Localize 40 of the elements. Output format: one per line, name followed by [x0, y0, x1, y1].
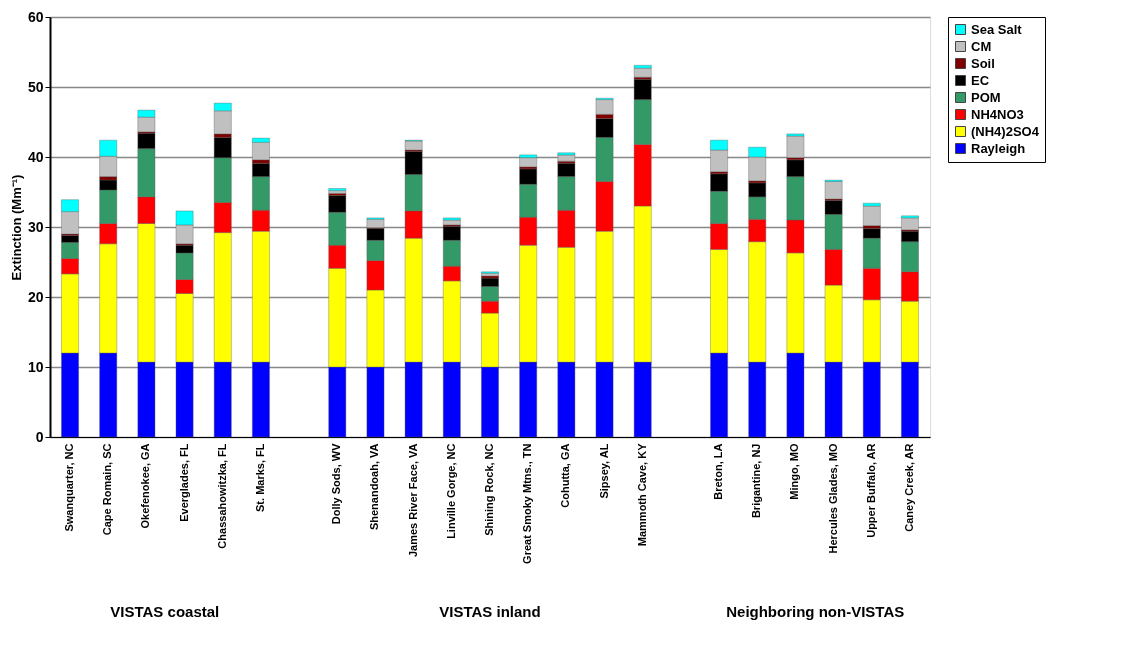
x-tick-label: Linville Gorge, NC	[444, 443, 457, 539]
x-tick-label: Upper Buffalo, AR	[864, 443, 877, 538]
y-tick-label: 60	[27, 8, 44, 25]
legend-label: (NH4)2SO4	[971, 123, 1040, 139]
legend-label: EC	[971, 72, 990, 88]
x-tick-label: Everglades, FL	[177, 443, 190, 522]
x-tick-label: Shenandoah, VA	[368, 443, 381, 531]
x-tick-label: Mammoth Cave, KY	[635, 442, 648, 547]
y-tick-label: 40	[27, 148, 44, 165]
x-tick-label: Sipsey, AL	[597, 443, 610, 499]
x-tick-label: Okefenokee, GA	[139, 443, 152, 529]
x-tick-label: Breton, LA	[712, 443, 725, 500]
x-tick-label: Great Smoky Mtns., TN	[521, 443, 534, 564]
y-tick-label: 10	[27, 358, 44, 375]
x-tick-label: Cape Romain, SC	[101, 443, 114, 536]
text: Neighboring non-VISTAS	[726, 603, 905, 620]
x-tick-label: Brigantine, NJ	[750, 443, 763, 519]
x-tick-label: Cohutta, GA	[559, 443, 572, 508]
y-tick-label: 50	[27, 78, 44, 95]
legend-label: NH4NO3	[971, 106, 1024, 122]
legend-label: CM	[971, 38, 992, 54]
x-tick-label: St. Marks, FL	[253, 443, 266, 512]
legend-label: POM	[971, 89, 1001, 105]
x-tick-label: Dolly Sods, WV	[330, 442, 343, 525]
x-tick-label: Hercules Glades, MO	[826, 443, 839, 554]
x-tick-label: Swanquarter, NC	[63, 443, 76, 532]
y-tick-label: 0	[35, 428, 44, 445]
x-tick-label: James River Face, VA	[406, 443, 419, 558]
text: VISTAS coastal	[110, 603, 220, 620]
legend-label: Rayleigh	[971, 140, 1026, 156]
legend-label: Sea Salt	[971, 21, 1023, 37]
y-axis-title: Extinction (Mm⁻¹)	[8, 174, 24, 281]
legend-label: Soil	[971, 55, 995, 71]
x-tick-label: Shining Rock, NC	[483, 443, 495, 536]
y-tick-label: 20	[27, 288, 44, 305]
text: VISTAS inland	[439, 603, 541, 620]
x-tick-label: Chassahowitzka, FL	[215, 443, 228, 549]
x-tick-label: Mingo, MO	[788, 443, 801, 500]
y-tick-label: 30	[27, 218, 44, 235]
x-tick-label: Caney Creek, AR	[902, 443, 915, 532]
